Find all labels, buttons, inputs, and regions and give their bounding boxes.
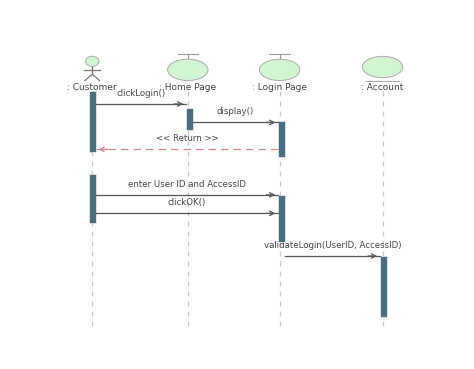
- Bar: [278, 195, 285, 242]
- Text: : Account: : Account: [361, 83, 404, 93]
- Ellipse shape: [362, 56, 403, 77]
- Text: enter User ID and AccessID: enter User ID and AccessID: [128, 180, 246, 189]
- Bar: [89, 173, 96, 223]
- Ellipse shape: [168, 59, 208, 80]
- Text: clickOK(): clickOK(): [168, 198, 206, 207]
- Text: : Home Page: : Home Page: [159, 83, 217, 93]
- Text: clickLogin(): clickLogin(): [116, 89, 165, 98]
- Bar: [186, 108, 192, 130]
- Bar: [89, 91, 96, 152]
- Text: : Login Page: : Login Page: [252, 83, 307, 93]
- Text: validateLogin(UserID, AccessID): validateLogin(UserID, AccessID): [264, 241, 401, 250]
- Text: display(): display(): [217, 107, 254, 116]
- Circle shape: [86, 56, 99, 66]
- Text: << Return >>: << Return >>: [155, 134, 219, 143]
- Bar: [278, 121, 285, 156]
- Text: : Customer: : Customer: [67, 83, 117, 93]
- Ellipse shape: [259, 59, 300, 80]
- Bar: [380, 256, 387, 317]
